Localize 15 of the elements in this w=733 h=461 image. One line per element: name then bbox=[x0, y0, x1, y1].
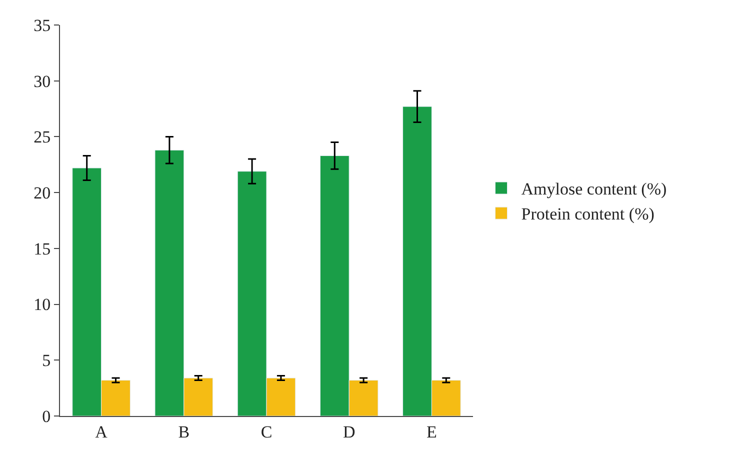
y-tick-label: 0 bbox=[42, 406, 51, 426]
y-tick-label: 20 bbox=[34, 184, 51, 203]
x-tick-label: C bbox=[260, 422, 272, 442]
y-tick-label: 30 bbox=[34, 72, 51, 91]
x-tick-label: E bbox=[426, 422, 437, 442]
legend-label: Amylose content (%) bbox=[521, 180, 667, 199]
x-tick-label: B bbox=[178, 422, 190, 442]
y-tick-label: 5 bbox=[42, 351, 51, 370]
x-tick-label: A bbox=[95, 422, 108, 442]
x-tick-label: D bbox=[342, 422, 356, 442]
y-tick-label: 35 bbox=[34, 16, 51, 35]
legend-label: Protein content (%) bbox=[521, 204, 654, 224]
y-tick-label: 25 bbox=[34, 128, 51, 147]
y-tick-label: 15 bbox=[34, 239, 51, 258]
y-tick-label: 10 bbox=[34, 295, 51, 314]
